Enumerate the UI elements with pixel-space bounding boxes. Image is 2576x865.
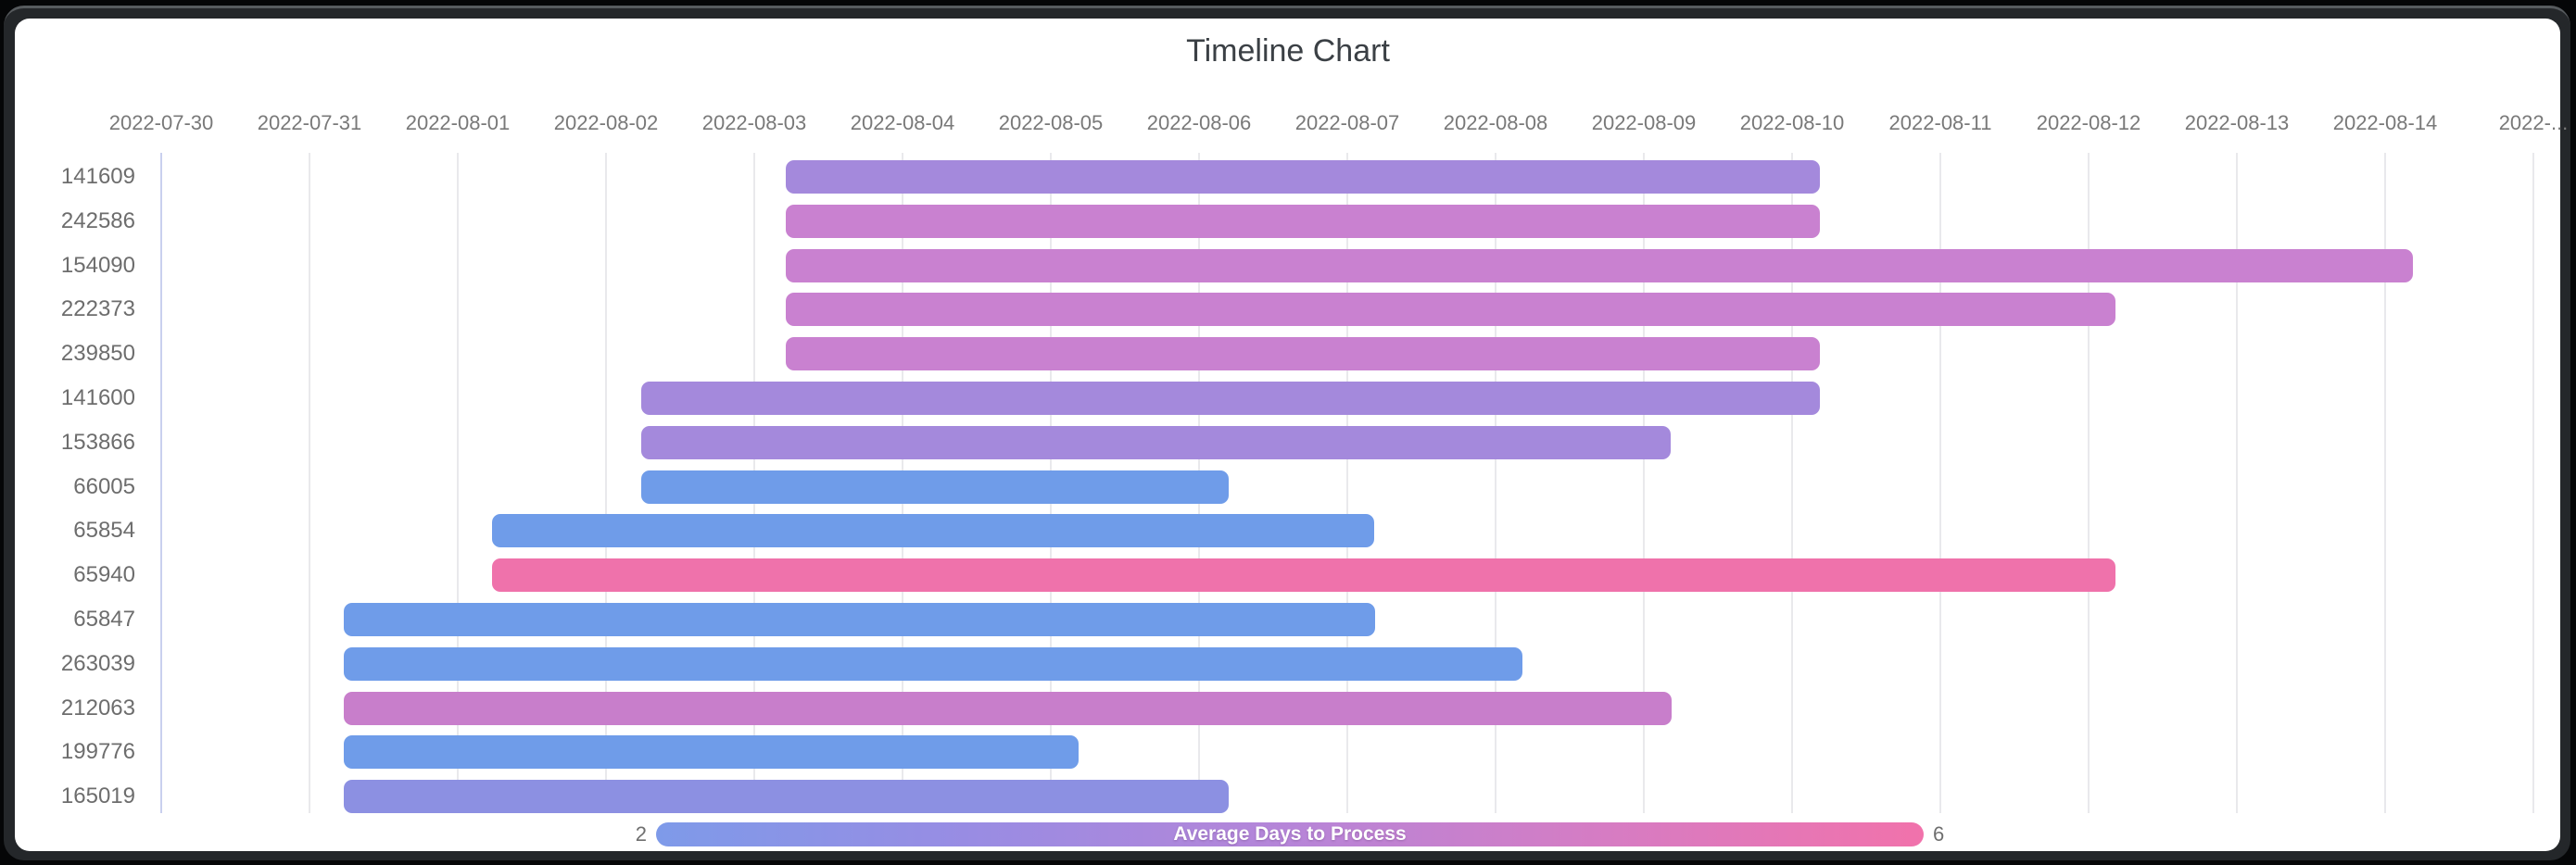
timeline-bar[interactable] xyxy=(785,248,2414,282)
y-axis-label: 153866 xyxy=(60,429,135,455)
legend-max-label: 6 xyxy=(1933,822,1945,846)
timeline-bar[interactable] xyxy=(785,160,1821,194)
gridline xyxy=(1643,153,1645,813)
chart-title: Timeline Chart xyxy=(1186,33,1390,69)
x-axis-label: 2022-08-01 xyxy=(405,111,511,134)
timeline-bar[interactable] xyxy=(343,603,1376,636)
y-axis-label: 222373 xyxy=(60,296,135,322)
x-axis-label: 2022-08-12 xyxy=(2036,111,2141,134)
y-axis-label: 65940 xyxy=(73,562,135,588)
gridline xyxy=(1791,153,1793,813)
timeline-bar[interactable] xyxy=(785,204,1821,238)
gridline xyxy=(605,153,607,813)
legend: 2 Average Days to Process 6 xyxy=(0,822,2576,846)
x-axis-label: 2022-08-06 xyxy=(1146,111,1252,134)
y-axis-label: 165019 xyxy=(60,784,135,809)
y-axis-label: 65847 xyxy=(73,607,135,632)
gridline xyxy=(1939,153,1941,813)
x-axis-label: 2022-... xyxy=(2498,111,2569,134)
x-axis-label: 2022-08-11 xyxy=(1888,111,1992,134)
x-axis-label: 2022-08-08 xyxy=(1443,111,1548,134)
timeline-bar[interactable] xyxy=(641,425,1671,459)
x-axis-label: 2022-07-30 xyxy=(108,111,214,134)
timeline-bar[interactable] xyxy=(343,691,1673,725)
timeline-bar[interactable] xyxy=(785,293,2115,327)
timeline-bar[interactable] xyxy=(491,558,2115,593)
timeline-bar[interactable] xyxy=(343,780,1229,814)
y-axis-label: 154090 xyxy=(60,252,135,278)
x-axis-label: 2022-08-13 xyxy=(2184,111,2290,134)
gridline xyxy=(457,153,459,813)
gridline xyxy=(1346,153,1348,813)
legend-min-label: 2 xyxy=(635,822,647,846)
gridline xyxy=(1495,153,1496,813)
y-axis-label: 141600 xyxy=(60,385,135,410)
y-axis-label: 212063 xyxy=(60,695,135,721)
timeline-bar[interactable] xyxy=(491,514,1374,548)
timeline-bar[interactable] xyxy=(785,337,1821,371)
x-axis-label: 2022-08-09 xyxy=(1591,111,1697,134)
timeline-bar[interactable] xyxy=(641,382,1821,415)
y-axis-label: 199776 xyxy=(60,739,135,765)
y-axis-label: 66005 xyxy=(73,473,135,499)
y-axis-label: 263039 xyxy=(60,650,135,676)
gridline xyxy=(160,153,162,813)
gridline xyxy=(2236,153,2238,813)
y-axis-label: 242586 xyxy=(60,207,135,233)
y-axis-label: 239850 xyxy=(60,341,135,367)
x-axis-label: 2022-08-03 xyxy=(701,111,807,134)
x-axis-label: 2022-08-05 xyxy=(998,111,1104,134)
legend-gradient-bar: Average Days to Process xyxy=(656,822,1924,846)
legend-title: Average Days to Process xyxy=(1173,823,1407,845)
x-axis-label: 2022-08-14 xyxy=(2332,111,2438,134)
x-axis-label: 2022-08-04 xyxy=(850,111,955,134)
gridline xyxy=(2384,153,2386,813)
timeline-bar[interactable] xyxy=(343,646,1522,681)
x-axis-label: 2022-08-07 xyxy=(1294,111,1400,134)
y-axis-label: 141609 xyxy=(60,164,135,189)
x-axis-label: 2022-07-31 xyxy=(257,111,362,134)
timeline-bar[interactable] xyxy=(641,470,1229,504)
gridline xyxy=(309,153,310,813)
gridline xyxy=(2532,153,2534,813)
timeline-bar[interactable] xyxy=(343,735,1080,770)
y-axis-label: 65854 xyxy=(73,518,135,544)
x-axis-label: 2022-08-02 xyxy=(553,111,659,134)
x-axis-label: 2022-08-10 xyxy=(1739,111,1845,134)
gridline xyxy=(2088,153,2090,813)
